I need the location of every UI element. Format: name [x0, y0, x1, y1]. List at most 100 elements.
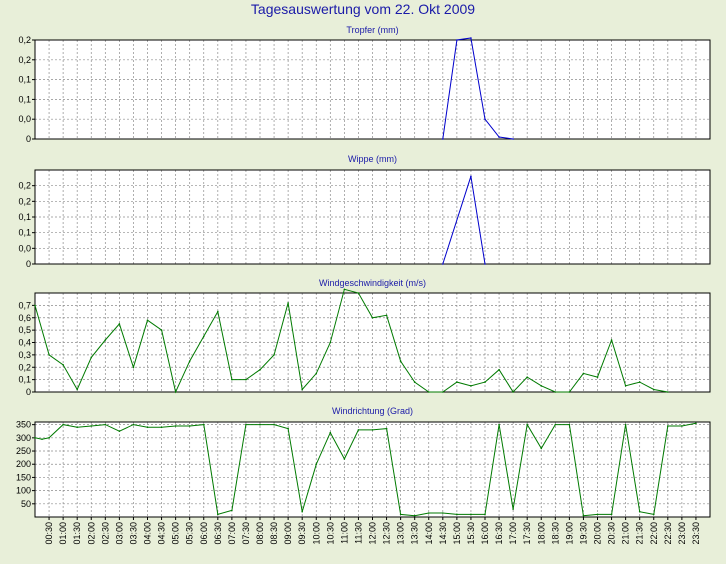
- x-tick-label: 01:00: [58, 522, 68, 545]
- x-tick-label: 06:30: [213, 522, 223, 545]
- data-point: [399, 513, 402, 516]
- data-point: [273, 354, 275, 356]
- x-tick-label: 06:00: [199, 522, 209, 545]
- data-point: [62, 423, 64, 426]
- data-point: [484, 118, 486, 120]
- data-point: [638, 510, 641, 513]
- data-point: [371, 316, 374, 319]
- x-tick-label: 14:00: [424, 522, 434, 545]
- data-point: [582, 372, 585, 375]
- panel-4: Windrichtung (Grad) 50 100 150 200 250 300 350: [16, 406, 711, 518]
- data-point: [484, 263, 486, 265]
- x-tick-label: 17:00: [508, 522, 518, 545]
- data-point: [667, 391, 669, 393]
- panel-title: Windrichtung (Grad): [332, 406, 413, 416]
- data-point: [568, 391, 571, 393]
- data-point: [90, 425, 93, 427]
- data-point: [259, 423, 261, 426]
- y-tick-label: 0: [26, 134, 31, 144]
- data-point: [132, 366, 135, 369]
- data-point: [638, 381, 641, 383]
- data-point: [470, 513, 472, 516]
- x-tick-label: 08:00: [255, 522, 265, 545]
- data-point: [315, 372, 318, 375]
- series-line: [442, 37, 514, 140]
- data-point: [48, 437, 50, 439]
- x-tick-label: 14:30: [438, 522, 448, 545]
- data-point: [202, 335, 205, 338]
- data-point: [385, 314, 388, 317]
- data-point: [118, 430, 121, 433]
- data-point: [34, 437, 36, 439]
- y-tick-label: 0,1: [18, 375, 31, 385]
- data-point: [231, 509, 233, 512]
- main-title: Tagesauswertung vom 22. Okt 2009: [250, 1, 476, 17]
- x-tick-label: 15:00: [452, 522, 462, 545]
- x-tick-label: 05:30: [185, 522, 195, 545]
- data-point: [329, 431, 332, 434]
- data-point: [343, 288, 346, 291]
- x-tick-label: 02:30: [100, 522, 110, 545]
- x-tick-label: 23:30: [691, 522, 701, 545]
- x-tick-label: 11:00: [339, 522, 349, 544]
- data-point: [681, 425, 683, 427]
- x-tick-label: 17:30: [522, 522, 532, 545]
- x-tick-label: 18:00: [536, 522, 546, 545]
- data-point: [470, 385, 472, 387]
- data-point: [118, 323, 121, 325]
- x-tick-label: 13:00: [396, 522, 406, 545]
- y-tick-label: 50: [21, 499, 31, 509]
- data-point: [48, 354, 50, 356]
- data-point: [273, 423, 275, 426]
- data-point: [104, 339, 107, 341]
- data-point: [456, 39, 458, 41]
- data-point: [512, 391, 514, 393]
- data-point: [202, 423, 205, 426]
- data-point: [287, 427, 289, 430]
- panel-3: Windgeschwindigkeit (m/s) 0 0,1 0,2 0,3 0,4 0,…: [18, 278, 711, 397]
- x-tick-label: 03:30: [128, 522, 138, 545]
- data-point: [610, 339, 613, 341]
- data-point: [667, 425, 669, 427]
- x-tick-label: 20:00: [593, 522, 603, 545]
- data-point: [329, 341, 332, 344]
- data-point: [695, 422, 697, 425]
- data-point: [413, 381, 416, 383]
- y-tick-label: 0,2: [18, 181, 31, 191]
- y-tick-label: 0,4: [18, 338, 31, 348]
- x-tick-label: 04:00: [143, 522, 153, 545]
- data-point: [217, 310, 219, 313]
- data-point: [174, 391, 177, 393]
- data-point: [357, 429, 360, 431]
- y-tick-label: 0: [26, 387, 31, 397]
- data-point: [554, 423, 557, 426]
- x-tick-label: 19:00: [564, 522, 574, 545]
- x-tick-label: 13:30: [410, 522, 420, 545]
- y-tick-label: 0,1: [18, 75, 31, 85]
- data-point: [624, 423, 627, 426]
- x-tick-label: 07:30: [241, 522, 251, 545]
- data-point: [427, 391, 430, 393]
- y-tick-label: 300: [16, 433, 31, 443]
- x-tick-label: 21:30: [635, 522, 645, 545]
- x-tick-label: 04:30: [157, 522, 167, 545]
- data-point: [146, 426, 149, 429]
- data-point: [399, 360, 402, 362]
- data-point: [343, 458, 346, 460]
- data-point: [301, 388, 303, 391]
- y-tick-label: 100: [16, 486, 31, 496]
- y-tick-label: 0,2: [18, 196, 31, 206]
- plot-frame: [34, 169, 711, 265]
- data-point: [146, 319, 149, 322]
- x-tick-label: 03:00: [114, 522, 124, 545]
- data-point: [610, 513, 613, 516]
- data-point: [526, 376, 528, 378]
- x-tick-label: 16:30: [494, 522, 504, 545]
- data-point: [540, 447, 543, 450]
- data-point: [498, 136, 500, 138]
- y-tick-label: 0,5: [18, 325, 31, 335]
- x-tick-label: 22:00: [649, 522, 659, 545]
- data-point: [231, 378, 233, 381]
- data-point: [582, 514, 585, 517]
